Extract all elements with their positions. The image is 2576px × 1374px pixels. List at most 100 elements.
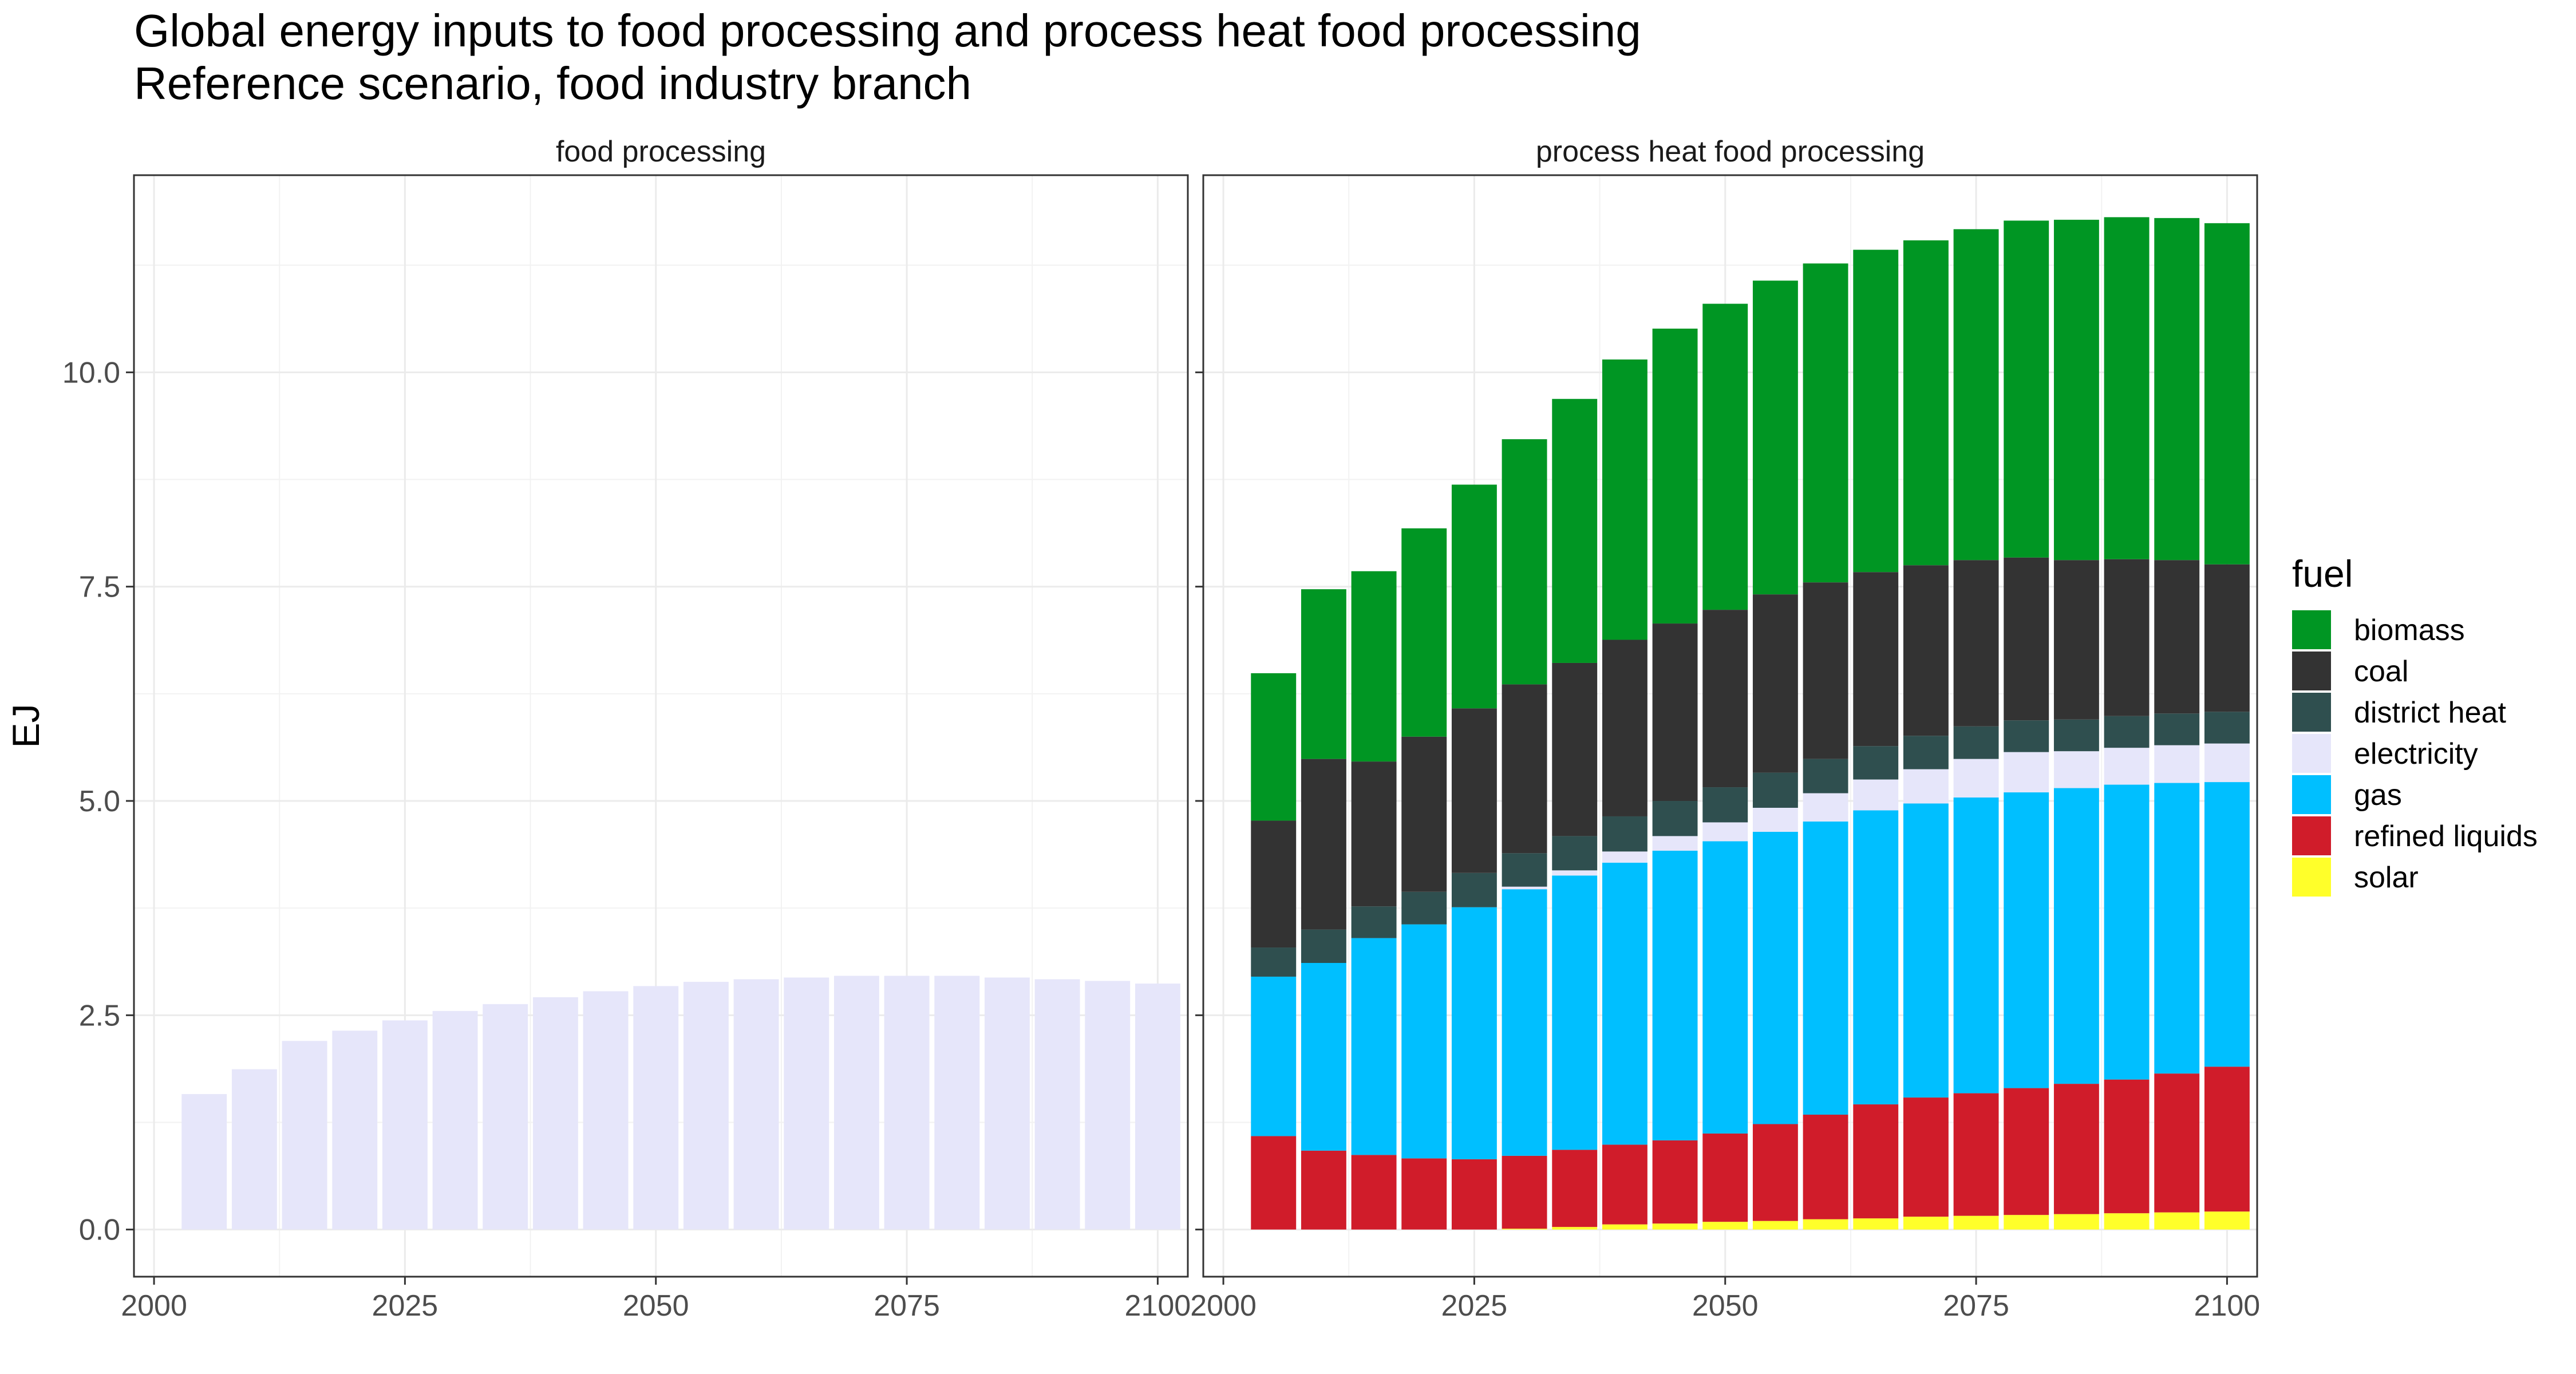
bar-coal-2090 xyxy=(2104,559,2150,716)
x-tick-label: 2000 xyxy=(121,1289,187,1322)
bar-gas-2045 xyxy=(1652,850,1698,1140)
bar-district-heat-2025 xyxy=(1451,872,1497,907)
bar-coal-2025 xyxy=(1451,708,1497,873)
bar-coal-2045 xyxy=(1652,623,1698,802)
bar-district-heat-2095 xyxy=(2154,713,2200,745)
x-tick-label: 2025 xyxy=(1441,1289,1508,1322)
bar-refined-liquids-2095 xyxy=(2154,1073,2200,1213)
bar-district-heat-2005 xyxy=(1251,947,1297,977)
x-tick-label: 2100 xyxy=(1125,1289,1191,1322)
bar-electricity-2065 xyxy=(784,977,829,1230)
bar-coal-2015 xyxy=(1351,761,1397,907)
bar-electricity-2060 xyxy=(1803,793,1848,822)
bar-gas-2005 xyxy=(1251,976,1297,1136)
bar-refined-liquids-2025 xyxy=(1451,1159,1497,1230)
bar-electricity-2070 xyxy=(1903,769,1949,804)
bar-biomass-2065 xyxy=(1853,250,1899,572)
bar-electricity-2040 xyxy=(532,997,578,1230)
bar-district-heat-2015 xyxy=(1351,906,1397,938)
bar-solar-2065 xyxy=(1853,1218,1899,1230)
bar-coal-2050 xyxy=(1702,610,1748,788)
legend-label-biomass: biomass xyxy=(2354,614,2465,647)
bar-district-heat-2050 xyxy=(1702,787,1748,823)
bar-gas-2085 xyxy=(2053,788,2099,1084)
bar-solar-2055 xyxy=(1752,1221,1798,1230)
x-tick-label: 2075 xyxy=(1943,1289,2009,1322)
bar-district-heat-2100 xyxy=(2204,712,2250,744)
bar-biomass-2020 xyxy=(1401,528,1447,737)
legend-key-electricity xyxy=(2292,734,2331,773)
bar-refined-liquids-2030 xyxy=(1502,1155,1547,1229)
bar-coal-2005 xyxy=(1251,820,1297,948)
bar-gas-2030 xyxy=(1502,889,1547,1156)
bar-electricity-2025 xyxy=(382,1020,428,1230)
bar-electricity-2035 xyxy=(1552,870,1598,876)
bar-coal-2040 xyxy=(1602,639,1647,816)
bar-district-heat-2090 xyxy=(2104,716,2150,748)
bar-electricity-2090 xyxy=(1034,979,1080,1230)
bar-biomass-2060 xyxy=(1803,263,1848,583)
chart-title: Global energy inputs to food processing … xyxy=(134,5,1641,56)
bar-refined-liquids-2100 xyxy=(2204,1067,2250,1212)
bar-electricity-2080 xyxy=(2004,752,2049,793)
bar-coal-2020 xyxy=(1401,736,1447,892)
bar-district-heat-2045 xyxy=(1652,801,1698,836)
bar-coal-2085 xyxy=(2053,560,2099,720)
bar-refined-liquids-2005 xyxy=(1251,1136,1297,1230)
bar-biomass-2055 xyxy=(1752,281,1798,595)
bar-district-heat-2020 xyxy=(1401,891,1447,925)
bar-solar-2090 xyxy=(2104,1213,2150,1230)
y-tick-label: 0.0 xyxy=(79,1214,120,1247)
bar-solar-2035 xyxy=(1552,1227,1598,1230)
bar-refined-liquids-2075 xyxy=(1953,1093,1999,1216)
bar-electricity-2095 xyxy=(1085,981,1131,1230)
bar-refined-liquids-2035 xyxy=(1552,1150,1598,1227)
bar-electricity-2100 xyxy=(1135,983,1180,1230)
bar-solar-2045 xyxy=(1652,1223,1698,1230)
legend-label-district-heat: district heat xyxy=(2354,696,2506,729)
bar-refined-liquids-2010 xyxy=(1301,1150,1346,1230)
x-tick-label: 2050 xyxy=(623,1289,689,1322)
bar-district-heat-2060 xyxy=(1803,759,1848,793)
bar-coal-2065 xyxy=(1853,572,1899,747)
bar-biomass-2080 xyxy=(2004,220,2049,558)
bar-biomass-2025 xyxy=(1451,484,1497,709)
legend-label-gas: gas xyxy=(2354,779,2402,812)
bar-gas-2075 xyxy=(1953,797,1999,1093)
bar-gas-2020 xyxy=(1401,924,1447,1159)
bar-electricity-2020 xyxy=(332,1030,378,1230)
bar-electricity-2085 xyxy=(984,977,1030,1230)
bar-gas-2055 xyxy=(1752,831,1798,1124)
x-tick-label: 2000 xyxy=(1190,1289,1257,1322)
bar-biomass-2075 xyxy=(1953,229,1999,560)
bar-biomass-2035 xyxy=(1552,398,1598,663)
bar-coal-2055 xyxy=(1752,594,1798,773)
bar-electricity-2045 xyxy=(583,991,629,1230)
bar-electricity-2080 xyxy=(934,976,980,1230)
bar-refined-liquids-2085 xyxy=(2053,1084,2099,1214)
bar-electricity-2085 xyxy=(2053,751,2099,788)
bar-solar-2060 xyxy=(1803,1219,1848,1230)
bar-electricity-2050 xyxy=(633,986,679,1230)
bar-biomass-2010 xyxy=(1301,589,1346,759)
x-tick-label: 2025 xyxy=(372,1289,438,1322)
bar-electricity-2100 xyxy=(2204,743,2250,783)
bar-gas-2090 xyxy=(2104,784,2150,1080)
bar-electricity-2030 xyxy=(1502,886,1547,890)
bar-refined-liquids-2090 xyxy=(2104,1079,2150,1214)
bar-gas-2100 xyxy=(2204,782,2250,1067)
bar-refined-liquids-2015 xyxy=(1351,1155,1397,1230)
bar-coal-2035 xyxy=(1552,662,1598,836)
bar-solar-2085 xyxy=(2053,1214,2099,1230)
bar-gas-2040 xyxy=(1602,862,1647,1145)
bar-district-heat-2030 xyxy=(1502,853,1547,887)
bar-coal-2030 xyxy=(1502,684,1547,854)
bar-electricity-2070 xyxy=(833,976,879,1230)
bar-coal-2080 xyxy=(2004,557,2049,721)
bar-biomass-2100 xyxy=(2204,223,2250,564)
bar-refined-liquids-2060 xyxy=(1803,1115,1848,1219)
panel-border xyxy=(1202,174,2258,1278)
bar-electricity-2005 xyxy=(181,1094,227,1230)
bar-refined-liquids-2040 xyxy=(1602,1144,1647,1225)
